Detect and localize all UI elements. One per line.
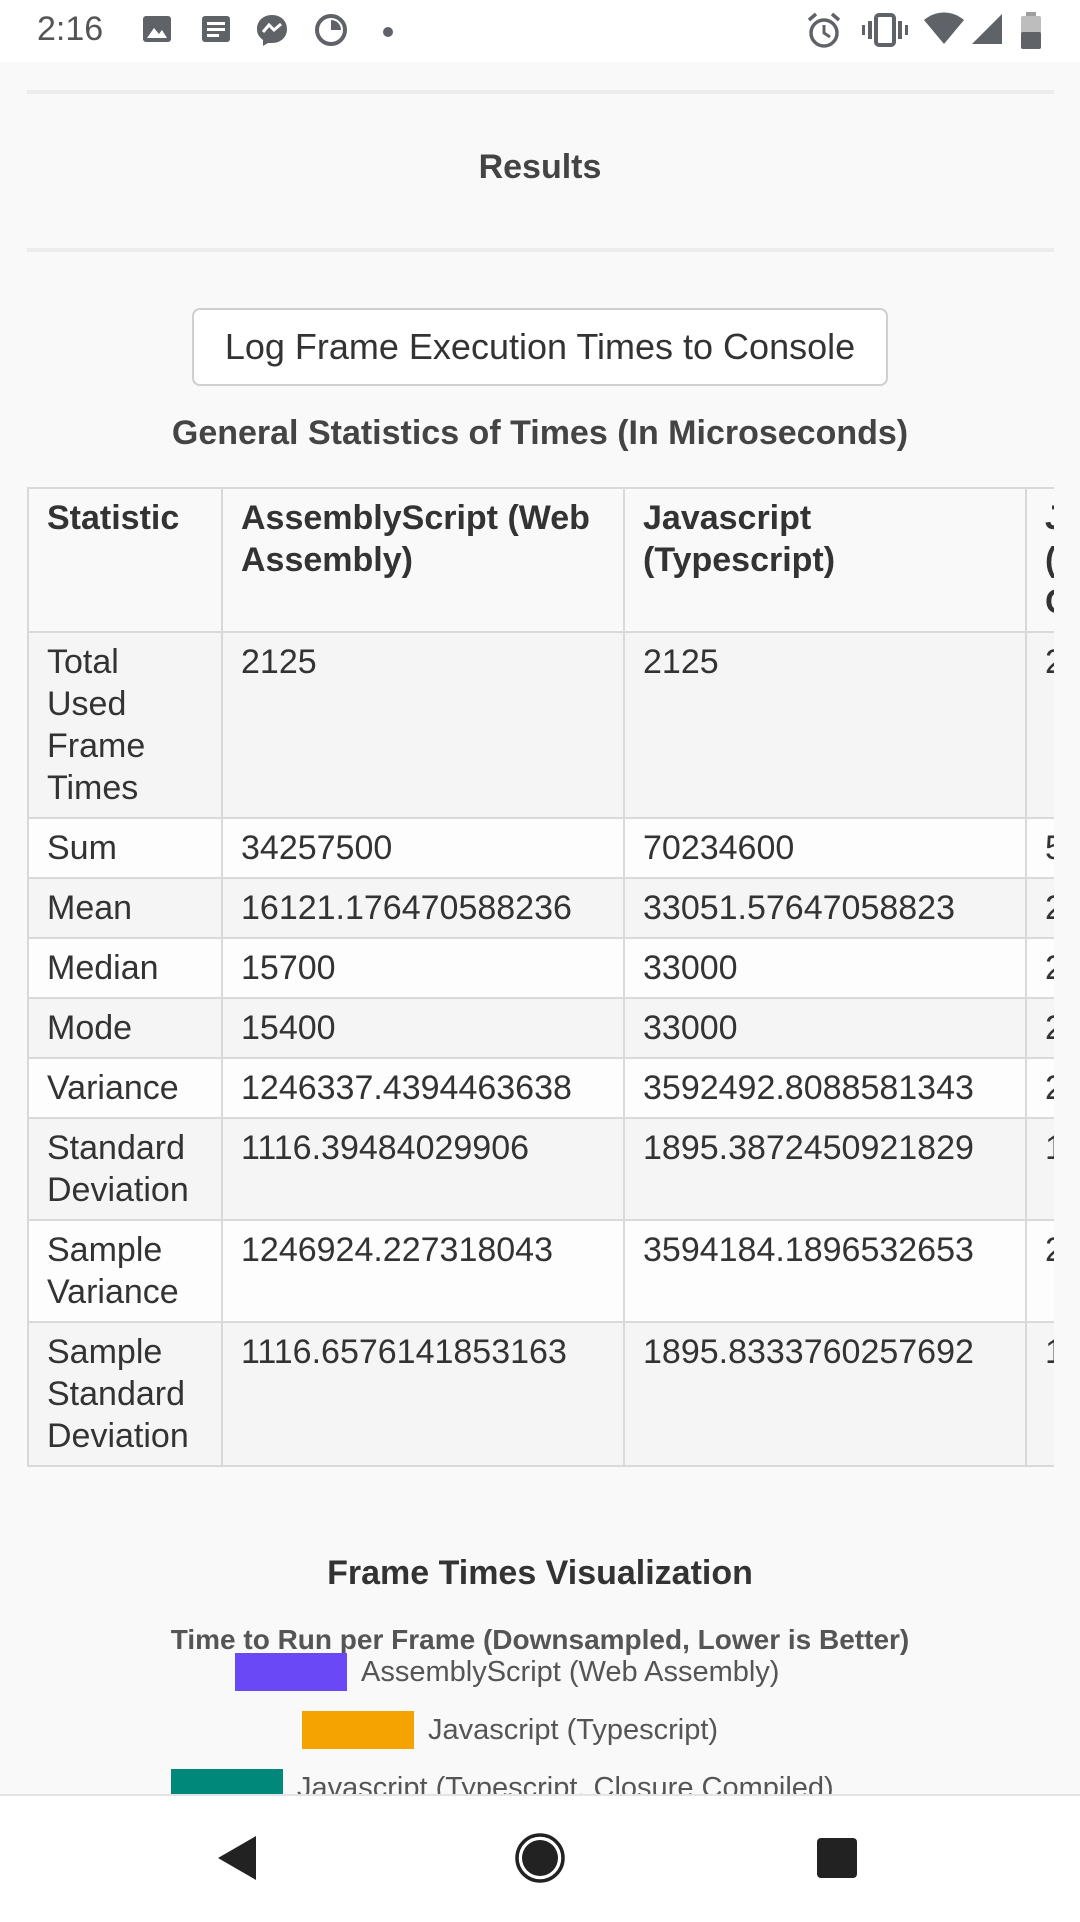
legend-label: AssemblyScript (Web Assembly) [361, 1655, 780, 1688]
cell-statistic: Sample Standard Deviation [27, 1321, 223, 1467]
cell-javascript: 1895.8333760257692 [623, 1321, 1027, 1467]
header-statistic: Statistic [27, 487, 223, 633]
cell-javascript: 2125 [623, 631, 1027, 819]
status-bar: 2:16 [0, 0, 1080, 62]
vibrate-icon [862, 13, 908, 47]
table-row: Standard Deviation 1116.39484029906 1895… [27, 1117, 1054, 1221]
header-javascript: Javascript (Typescript) [623, 487, 1027, 633]
cell-javascript-closure: 5 [1025, 817, 1054, 879]
dot-icon [383, 27, 393, 37]
divider [27, 90, 1054, 94]
cell-assemblyscript: 1246924.227318043 [221, 1219, 625, 1323]
legend-label: Javascript (Typescript) [428, 1713, 719, 1746]
header-assemblyscript: AssemblyScript (Web Assembly) [221, 487, 625, 633]
cell-javascript-closure: 2 [1025, 877, 1054, 939]
cell-javascript-closure: 1 [1025, 1321, 1054, 1467]
legend-swatch [235, 1653, 347, 1691]
home-icon[interactable] [514, 1832, 566, 1884]
cell-javascript-closure: 2 [1025, 937, 1054, 999]
cell-assemblyscript: 1116.6576141853163 [221, 1321, 625, 1467]
cell-statistic: Total Used Frame Times [27, 631, 223, 819]
table-row: Mean 16121.176470588236 33051.5764705882… [27, 877, 1054, 939]
legend-swatch [171, 1769, 283, 1794]
cell-assemblyscript: 15700 [221, 937, 625, 999]
cell-assemblyscript: 16121.176470588236 [221, 877, 625, 939]
results-heading: Results [478, 148, 602, 186]
table-row: Variance 1246337.4394463638 3592492.8088… [27, 1057, 1054, 1119]
cell-assemblyscript: 15400 [221, 997, 625, 1059]
cell-javascript: 33000 [623, 937, 1027, 999]
cell-javascript-closure: 2 [1025, 1219, 1054, 1323]
data-saver-icon [315, 14, 347, 46]
status-time: 2:16 [37, 10, 104, 48]
divider [27, 248, 1054, 252]
alarm-icon [807, 12, 841, 48]
table-row: Sample Standard Deviation 1116.657614185… [27, 1321, 1054, 1467]
chart-title: Time to Run per Frame (Downsampled, Lowe… [170, 1624, 910, 1655]
cell-statistic: Sample Variance [27, 1219, 223, 1323]
log-frame-times-button[interactable]: Log Frame Execution Times to Console [192, 308, 888, 386]
legend-label: Javascript (Typescript, Closure Compiled… [297, 1771, 834, 1795]
cell-assemblyscript: 1246337.4394463638 [221, 1057, 625, 1119]
legend-item-javascript[interactable]: Javascript (Typescript) [302, 1710, 718, 1750]
cell-statistic: Variance [27, 1057, 223, 1119]
stats-heading: General Statistics of Times (In Microsec… [171, 414, 909, 452]
cell-javascript: 33000 [623, 997, 1027, 1059]
cell-javascript: 3594184.1896532653 [623, 1219, 1027, 1323]
table-row: Total Used Frame Times 2125 2125 2 [27, 631, 1054, 819]
cell-javascript-closure: 1 [1025, 1117, 1054, 1221]
cell-javascript-closure: 2 [1025, 631, 1054, 819]
stats-table-viewport[interactable]: Statistic AssemblyScript (Web Assembly) … [0, 62, 1054, 1562]
cell-statistic: Mean [27, 877, 223, 939]
header-javascript-closure: J ( C [1025, 487, 1054, 633]
legend-item-assemblyscript[interactable]: AssemblyScript (Web Assembly) [235, 1652, 779, 1692]
cell-statistic: Mode [27, 997, 223, 1059]
table-header-row: Statistic AssemblyScript (Web Assembly) … [27, 487, 1054, 633]
cell-javascript: 33051.57647058823 [623, 877, 1027, 939]
battery-icon [1021, 12, 1041, 49]
table-row: Mode 15400 33000 2 [27, 997, 1054, 1059]
cell-statistic: Sum [27, 817, 223, 879]
stats-table: Statistic AssemblyScript (Web Assembly) … [27, 487, 1054, 1467]
cell-statistic: Median [27, 937, 223, 999]
signal-icon [972, 14, 1002, 44]
cell-assemblyscript: 34257500 [221, 817, 625, 879]
cell-assemblyscript: 2125 [221, 631, 625, 819]
cell-javascript: 70234600 [623, 817, 1027, 879]
cell-statistic: Standard Deviation [27, 1117, 223, 1221]
navigation-bar [0, 1794, 1080, 1922]
news-icon [202, 16, 230, 42]
messenger-icon [257, 15, 287, 46]
cell-assemblyscript: 1116.39484029906 [221, 1117, 625, 1221]
table-row: Median 15700 33000 2 [27, 937, 1054, 999]
table-row: Sum 34257500 70234600 5 [27, 817, 1054, 879]
table-row: Sample Variance 1246924.227318043 359418… [27, 1219, 1054, 1323]
cell-javascript-closure: 2 [1025, 997, 1054, 1059]
legend-item-javascript-closure[interactable]: Javascript (Typescript, Closure Compiled… [171, 1768, 834, 1794]
page-content: Results Log Frame Execution Times to Con… [0, 62, 1080, 1794]
cell-javascript: 3592492.8088581343 [623, 1057, 1027, 1119]
recents-icon[interactable] [816, 1837, 858, 1879]
cell-javascript-closure: 2 [1025, 1057, 1054, 1119]
visualization-heading: Frame Times Visualization [327, 1554, 753, 1592]
cell-javascript: 1895.3872450921829 [623, 1117, 1027, 1221]
legend-swatch [302, 1711, 414, 1749]
back-icon[interactable] [216, 1834, 260, 1882]
wifi-icon [924, 12, 964, 44]
image-icon [143, 16, 171, 42]
